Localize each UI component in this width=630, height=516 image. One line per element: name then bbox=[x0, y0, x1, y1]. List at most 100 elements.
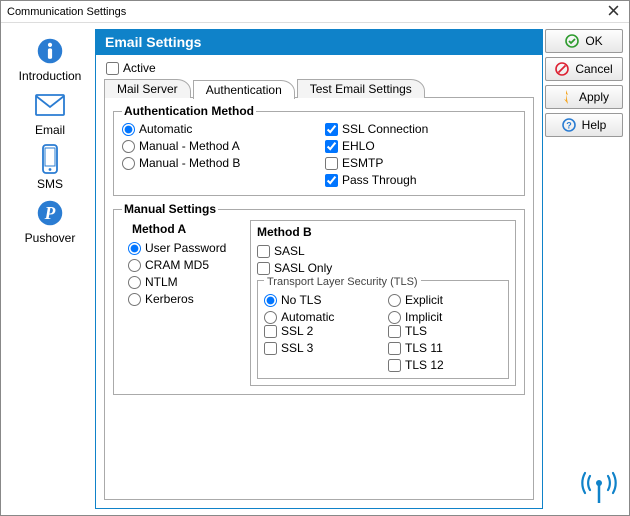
tab-content: Authentication Method Automatic Manual -… bbox=[104, 97, 534, 500]
radio-label: Manual - Method B bbox=[139, 156, 240, 170]
radio-label: Explicit bbox=[405, 293, 443, 307]
main-panel: Email Settings Active Mail Server Authen… bbox=[95, 29, 543, 509]
envelope-icon bbox=[34, 89, 66, 121]
radio-explicit[interactable]: Explicit bbox=[388, 293, 502, 307]
active-checkbox[interactable]: Active bbox=[106, 61, 534, 75]
panel-body: Active Mail Server Authentication Test E… bbox=[95, 55, 543, 509]
tab-label: Test Email Settings bbox=[310, 82, 412, 96]
tab-bar: Mail Server Authentication Test Email Se… bbox=[104, 79, 534, 98]
check-tls[interactable]: TLS bbox=[388, 324, 502, 338]
check-label: SASL Only bbox=[274, 261, 332, 275]
window-title: Communication Settings bbox=[7, 6, 126, 18]
radio-label: NTLM bbox=[145, 275, 178, 289]
ok-button[interactable]: OK bbox=[545, 29, 623, 53]
pushover-icon: P bbox=[34, 197, 66, 229]
method-b-box: Method B SASL SASL Only Transport Layer … bbox=[250, 220, 516, 386]
radio-label: CRAM MD5 bbox=[145, 258, 209, 272]
sidebar: Introduction Email SMS P Pushover bbox=[7, 29, 93, 509]
button-label: Help bbox=[582, 118, 607, 132]
title-bar: Communication Settings bbox=[1, 1, 629, 23]
check-esmtp[interactable]: ESMTP bbox=[325, 156, 516, 170]
method-a-head: Method A bbox=[132, 222, 238, 236]
check-ssl2[interactable]: SSL 2 bbox=[264, 324, 378, 338]
tab-mail-server[interactable]: Mail Server bbox=[104, 79, 191, 98]
antenna-icon bbox=[577, 463, 621, 507]
button-bar: OK Cancel Apply ? Help bbox=[545, 29, 623, 509]
check-ssl-connection[interactable]: SSL Connection bbox=[325, 122, 516, 136]
manual-settings-legend: Manual Settings bbox=[122, 202, 218, 216]
radio-label: Kerberos bbox=[145, 292, 194, 306]
auth-method-radios: Automatic Manual - Method A Manual - Met… bbox=[122, 122, 313, 187]
radio-implicit[interactable]: Implicit bbox=[388, 310, 502, 324]
svg-text:?: ? bbox=[566, 121, 572, 131]
radio-manual-b[interactable]: Manual - Method B bbox=[122, 156, 313, 170]
check-ssl3[interactable]: SSL 3 bbox=[264, 341, 378, 355]
check-label: ESMTP bbox=[342, 156, 383, 170]
check-pass-through[interactable]: Pass Through bbox=[325, 173, 516, 187]
window: Communication Settings Introduction Emai… bbox=[0, 0, 630, 516]
radio-label: Manual - Method A bbox=[139, 139, 240, 153]
radio-label: Implicit bbox=[405, 310, 442, 324]
active-checkbox-input[interactable] bbox=[106, 62, 119, 75]
tls-legend: Transport Layer Security (TLS) bbox=[264, 276, 421, 288]
radio-label: Automatic bbox=[139, 122, 192, 136]
radio-label: User Password bbox=[145, 241, 226, 255]
tab-authentication[interactable]: Authentication bbox=[193, 80, 295, 99]
auth-method-legend: Authentication Method bbox=[122, 104, 256, 118]
info-icon bbox=[34, 35, 66, 67]
radio-label: No TLS bbox=[281, 293, 321, 307]
tab-label: Mail Server bbox=[117, 82, 178, 96]
window-body: Introduction Email SMS P Pushover bbox=[1, 23, 629, 515]
check-tls12[interactable]: TLS 12 bbox=[388, 358, 502, 372]
sidebar-label: Introduction bbox=[19, 69, 82, 83]
sidebar-label: Pushover bbox=[25, 231, 76, 245]
button-label: Apply bbox=[579, 90, 609, 104]
active-label: Active bbox=[123, 61, 156, 75]
radio-tls-automatic[interactable]: Automatic bbox=[264, 310, 378, 324]
radio-manual-a[interactable]: Manual - Method A bbox=[122, 139, 313, 153]
panel-title: Email Settings bbox=[95, 29, 543, 55]
close-button[interactable] bbox=[603, 2, 623, 22]
radio-automatic[interactable]: Automatic bbox=[122, 122, 313, 136]
check-label: SSL 3 bbox=[281, 341, 313, 355]
sidebar-item-introduction[interactable]: Introduction bbox=[10, 35, 90, 83]
radio-no-tls[interactable]: No TLS bbox=[264, 293, 378, 307]
auth-method-checks: SSL Connection EHLO ESMTP Pass Through bbox=[325, 122, 516, 187]
check-tls11[interactable]: TLS 11 bbox=[388, 341, 502, 355]
check-label: TLS bbox=[405, 324, 427, 338]
check-ehlo[interactable]: EHLO bbox=[325, 139, 516, 153]
cancel-icon bbox=[555, 62, 569, 76]
tls-group: Transport Layer Security (TLS) No TLS Ex… bbox=[257, 280, 509, 379]
radio-cram-md5[interactable]: CRAM MD5 bbox=[128, 258, 238, 272]
sidebar-label: Email bbox=[35, 123, 65, 137]
check-label: Pass Through bbox=[342, 173, 417, 187]
radio-ntlm[interactable]: NTLM bbox=[128, 275, 238, 289]
check-label: SASL bbox=[274, 244, 305, 258]
radio-kerberos[interactable]: Kerberos bbox=[128, 292, 238, 306]
sidebar-label: SMS bbox=[37, 177, 63, 191]
check-label: TLS 11 bbox=[405, 341, 443, 355]
cancel-button[interactable]: Cancel bbox=[545, 57, 623, 81]
sidebar-item-email[interactable]: Email bbox=[10, 89, 90, 137]
sidebar-item-pushover[interactable]: P Pushover bbox=[10, 197, 90, 245]
sidebar-item-sms[interactable]: SMS bbox=[10, 143, 90, 191]
check-label: SSL 2 bbox=[281, 324, 313, 338]
check-sasl-only[interactable]: SASL Only bbox=[257, 261, 509, 275]
tab-label: Authentication bbox=[206, 83, 282, 97]
close-icon bbox=[608, 5, 619, 19]
radio-label: Automatic bbox=[281, 310, 334, 324]
manual-settings-group: Manual Settings Method A User Password C… bbox=[113, 202, 525, 395]
method-a-col: Method A User Password CRAM MD5 NTLM Ker… bbox=[122, 220, 240, 386]
tab-test-email[interactable]: Test Email Settings bbox=[297, 79, 425, 98]
help-button[interactable]: ? Help bbox=[545, 113, 623, 137]
button-label: OK bbox=[585, 34, 602, 48]
check-sasl[interactable]: SASL bbox=[257, 244, 509, 258]
check-label: TLS 12 bbox=[405, 358, 444, 372]
check-label: SSL Connection bbox=[342, 122, 428, 136]
svg-text:P: P bbox=[44, 203, 56, 223]
method-b-head: Method B bbox=[257, 225, 509, 239]
auth-method-group: Authentication Method Automatic Manual -… bbox=[113, 104, 525, 196]
phone-icon bbox=[34, 143, 66, 175]
apply-button[interactable]: Apply bbox=[545, 85, 623, 109]
radio-user-password[interactable]: User Password bbox=[128, 241, 238, 255]
